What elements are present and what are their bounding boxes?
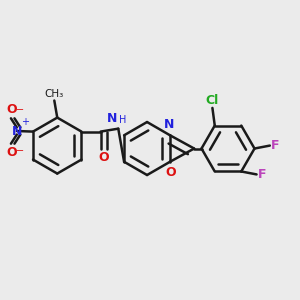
Text: N: N xyxy=(12,124,22,137)
Text: O: O xyxy=(98,151,109,164)
Text: O: O xyxy=(165,166,176,178)
Text: −: − xyxy=(16,146,24,156)
Text: −: − xyxy=(16,105,24,116)
Text: F: F xyxy=(271,139,280,152)
Text: CH₃: CH₃ xyxy=(45,89,64,99)
Text: +: + xyxy=(21,118,29,128)
Text: H: H xyxy=(119,115,127,125)
Text: F: F xyxy=(258,168,266,181)
Text: O: O xyxy=(7,146,17,159)
Text: N: N xyxy=(164,118,175,131)
Text: O: O xyxy=(7,103,17,116)
Text: N: N xyxy=(107,112,117,125)
Text: Cl: Cl xyxy=(206,94,219,107)
